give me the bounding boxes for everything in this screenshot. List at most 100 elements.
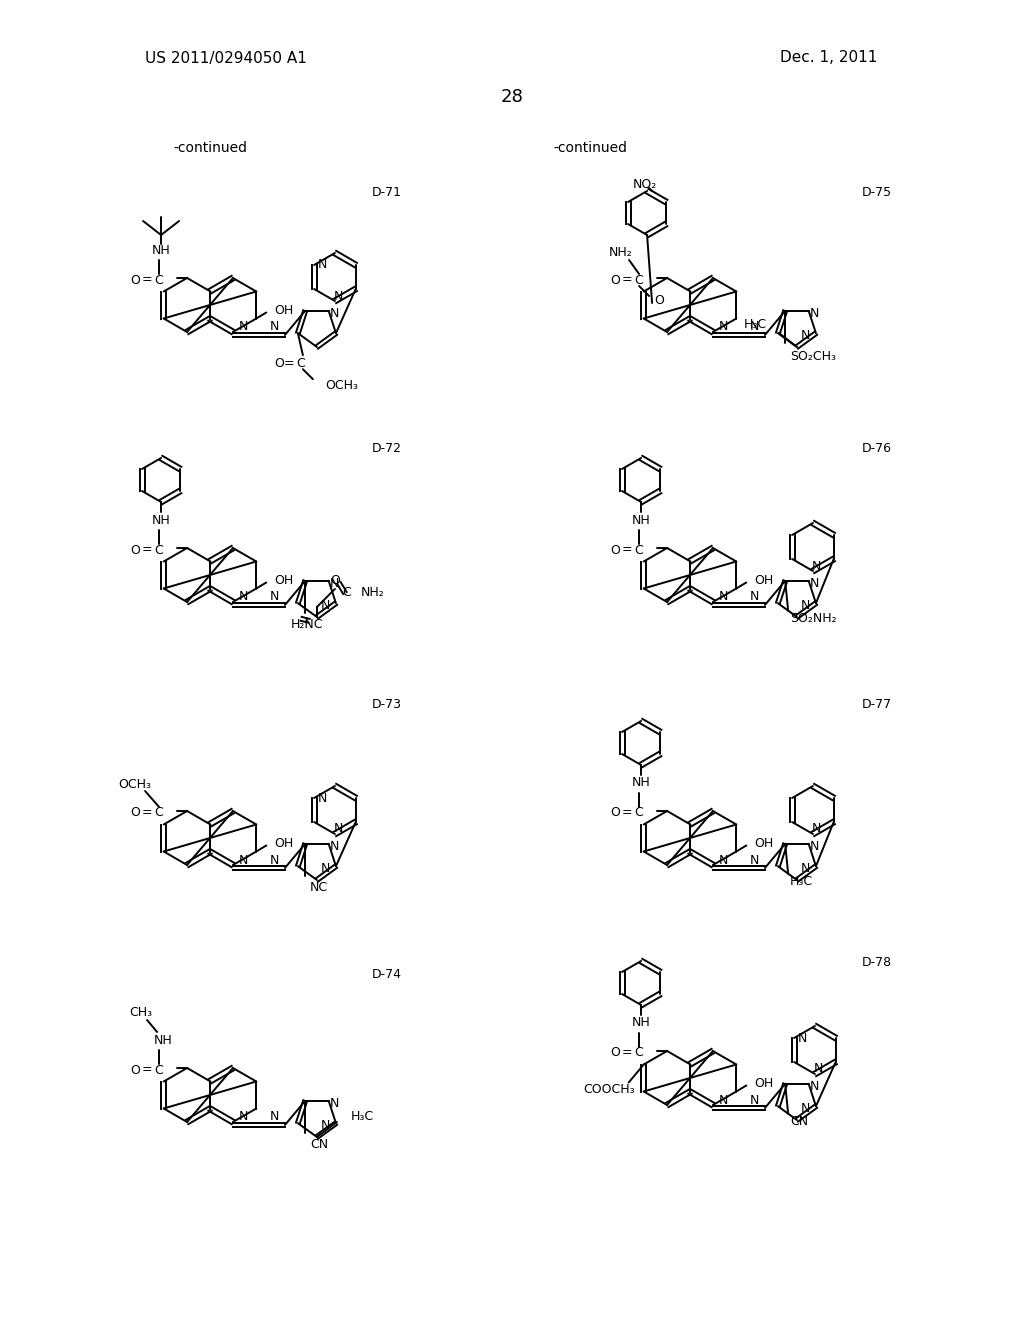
Text: NC: NC	[310, 882, 329, 895]
Text: H₃C: H₃C	[351, 1110, 374, 1123]
Text: N: N	[330, 577, 339, 590]
Text: NH: NH	[152, 513, 170, 527]
Text: =: =	[622, 273, 633, 286]
Text: N: N	[330, 841, 339, 853]
Text: NH: NH	[154, 1034, 172, 1047]
Text: H₂NC: H₂NC	[291, 618, 324, 631]
Text: N: N	[270, 321, 280, 334]
Text: N: N	[270, 590, 280, 603]
Text: C: C	[155, 544, 164, 557]
Text: N: N	[814, 1063, 823, 1076]
Text: N: N	[270, 854, 280, 866]
Text: O: O	[610, 544, 620, 557]
Text: OH: OH	[274, 574, 294, 587]
Text: N: N	[719, 590, 728, 603]
Text: N: N	[801, 862, 811, 875]
Text: N: N	[330, 1097, 339, 1110]
Text: O: O	[610, 807, 620, 820]
Text: D-72: D-72	[372, 441, 402, 454]
Text: N: N	[334, 822, 344, 836]
Text: O: O	[654, 293, 664, 306]
Text: =: =	[622, 544, 633, 557]
Text: NH: NH	[632, 776, 650, 789]
Text: C: C	[635, 1047, 643, 1060]
Text: N: N	[750, 1093, 759, 1106]
Text: D-78: D-78	[862, 956, 892, 969]
Text: =: =	[284, 356, 294, 370]
Text: OCH₃: OCH₃	[119, 779, 152, 792]
Text: D-71: D-71	[372, 186, 402, 198]
Text: CH₃: CH₃	[129, 1006, 153, 1019]
Text: N: N	[810, 577, 819, 590]
Text: N: N	[750, 854, 759, 866]
Text: N: N	[239, 1110, 248, 1123]
Text: 28: 28	[501, 88, 523, 106]
Text: N: N	[801, 1102, 811, 1114]
Text: D-77: D-77	[862, 698, 892, 711]
Text: N: N	[334, 289, 344, 302]
Text: N: N	[719, 1093, 728, 1106]
Text: N: N	[322, 862, 331, 875]
Text: N: N	[317, 259, 327, 272]
Text: N: N	[719, 854, 728, 866]
Text: NH₂: NH₂	[360, 586, 385, 599]
Text: =: =	[141, 1064, 153, 1077]
Text: D-73: D-73	[372, 698, 402, 711]
Text: N: N	[322, 1118, 331, 1131]
Text: =: =	[141, 544, 153, 557]
Text: COOCH₃: COOCH₃	[583, 1082, 635, 1096]
Text: OH: OH	[755, 1077, 773, 1090]
Text: N: N	[810, 841, 819, 853]
Text: N: N	[317, 792, 327, 804]
Text: C: C	[635, 544, 643, 557]
Text: H₃C: H₃C	[743, 318, 767, 331]
Text: OH: OH	[755, 837, 773, 850]
Text: =: =	[141, 273, 153, 286]
Text: O: O	[130, 273, 140, 286]
Text: O: O	[330, 574, 340, 587]
Text: C: C	[635, 273, 643, 286]
Text: H₃C: H₃C	[791, 875, 813, 888]
Text: N: N	[750, 590, 759, 603]
Text: N: N	[798, 1031, 807, 1044]
Text: OH: OH	[274, 304, 294, 317]
Text: =: =	[141, 807, 153, 820]
Text: C: C	[155, 807, 164, 820]
Text: N: N	[810, 1080, 819, 1093]
Text: OH: OH	[755, 574, 773, 587]
Text: -continued: -continued	[173, 141, 247, 154]
Text: O: O	[610, 1047, 620, 1060]
Text: C: C	[155, 1064, 164, 1077]
Text: N: N	[801, 599, 811, 611]
Text: OH: OH	[274, 837, 294, 850]
Text: NH: NH	[632, 513, 650, 527]
Text: N: N	[801, 329, 811, 342]
Text: =: =	[622, 1047, 633, 1060]
Text: N: N	[719, 321, 728, 334]
Text: N: N	[812, 560, 821, 573]
Text: N: N	[330, 308, 339, 321]
Text: NH: NH	[152, 243, 170, 256]
Text: CN: CN	[791, 1115, 808, 1129]
Text: N: N	[750, 321, 759, 334]
Text: O: O	[130, 544, 140, 557]
Text: O: O	[274, 356, 284, 370]
Text: NH₂: NH₂	[609, 246, 633, 259]
Text: C: C	[155, 273, 164, 286]
Text: SO₂CH₃: SO₂CH₃	[791, 350, 837, 363]
Text: N: N	[810, 308, 819, 321]
Text: NH: NH	[632, 1016, 650, 1030]
Text: C: C	[297, 356, 305, 370]
Text: N: N	[812, 822, 821, 836]
Text: D-74: D-74	[372, 969, 402, 982]
Text: SO₂NH₂: SO₂NH₂	[791, 612, 837, 626]
Text: US 2011/0294050 A1: US 2011/0294050 A1	[145, 50, 307, 66]
Text: N: N	[270, 1110, 280, 1123]
Text: OCH₃: OCH₃	[325, 379, 358, 392]
Text: N: N	[239, 854, 248, 866]
Text: Dec. 1, 2011: Dec. 1, 2011	[780, 50, 878, 66]
Text: O: O	[130, 807, 140, 820]
Text: O: O	[130, 1064, 140, 1077]
Text: N: N	[239, 590, 248, 603]
Text: O: O	[610, 273, 620, 286]
